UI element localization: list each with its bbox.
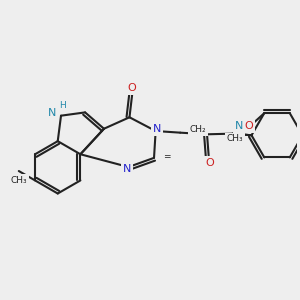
Text: O: O	[205, 158, 214, 168]
Text: N: N	[235, 122, 244, 131]
Text: CH₃: CH₃	[227, 134, 244, 143]
Text: N: N	[123, 164, 131, 174]
Text: O: O	[245, 121, 254, 130]
Text: N: N	[48, 108, 56, 118]
Text: =: =	[163, 152, 170, 161]
Text: N: N	[153, 124, 161, 134]
Text: CH₃: CH₃	[11, 176, 27, 185]
Text: CH₂: CH₂	[189, 125, 206, 134]
Text: H: H	[246, 122, 253, 131]
Text: O: O	[128, 83, 136, 93]
Text: H: H	[59, 101, 66, 110]
